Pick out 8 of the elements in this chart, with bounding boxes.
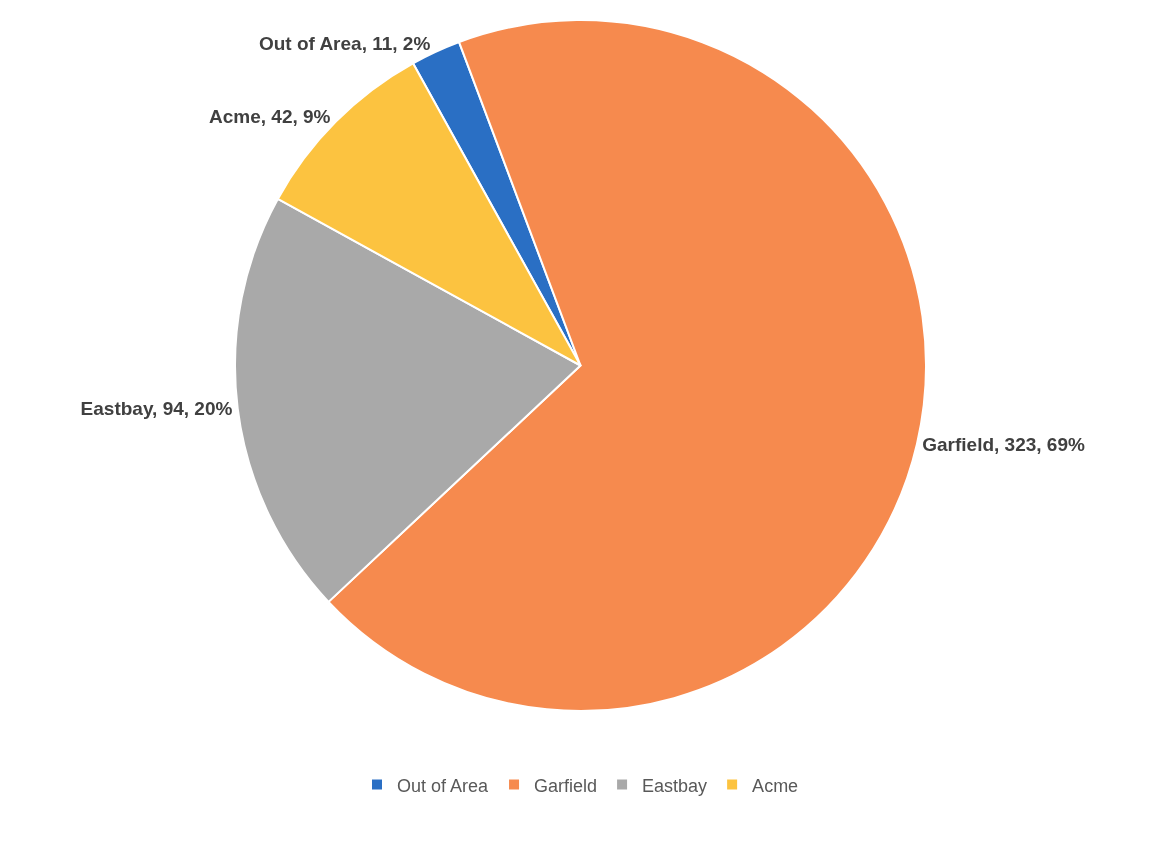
data-label: Out of Area, 11, 2% <box>258 32 431 54</box>
data-label: Eastbay, 94, 20% <box>80 398 233 420</box>
legend-label: Out of Area <box>397 775 490 796</box>
legend-label: Acme <box>752 775 799 796</box>
data-label: Acme, 42, 9% <box>209 105 331 127</box>
data-label: Garfield, 323, 69% <box>922 434 1085 456</box>
legend-label: Eastbay <box>642 775 708 796</box>
legend-label: Garfield <box>534 775 598 796</box>
